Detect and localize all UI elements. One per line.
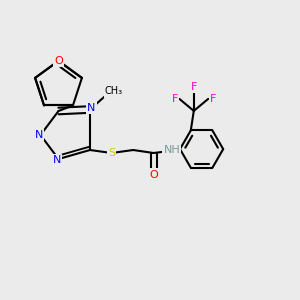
Text: N: N bbox=[35, 130, 43, 140]
Text: F: F bbox=[171, 94, 178, 104]
Text: F: F bbox=[190, 82, 197, 92]
Text: CH₃: CH₃ bbox=[105, 86, 123, 97]
Text: O: O bbox=[149, 169, 158, 180]
Text: F: F bbox=[210, 94, 216, 104]
Text: NH: NH bbox=[164, 145, 180, 155]
Text: O: O bbox=[54, 56, 63, 66]
Text: N: N bbox=[53, 155, 61, 165]
Text: N: N bbox=[87, 103, 96, 113]
Text: S: S bbox=[108, 148, 115, 158]
